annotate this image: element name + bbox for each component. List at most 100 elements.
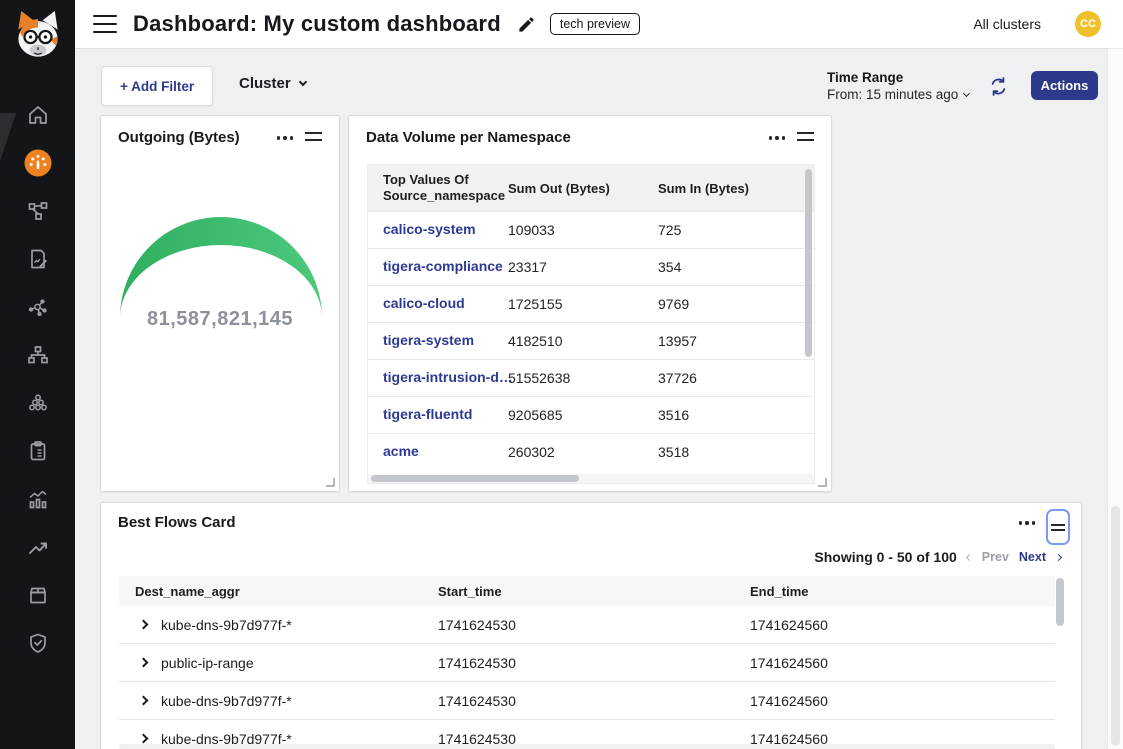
cluster-filter-label: Cluster [239, 75, 291, 92]
column-header: End_time [741, 584, 1055, 599]
table-row-expandable[interactable]: public-ip-range 1741624530 1741624560 [119, 644, 1055, 682]
time-range: Time Range From: 15 minutes ago [827, 70, 969, 102]
expand-chevron-icon[interactable] [139, 696, 149, 706]
namespace-link[interactable]: tigera-fluentd [383, 406, 472, 422]
sidebar-item-image-assurance[interactable] [0, 571, 75, 619]
sum-in-value: 9769 [658, 296, 798, 312]
table-row-expandable[interactable]: kube-dns-9b7d977f-* 1741624530 174162456… [119, 682, 1055, 720]
cluster-filter-dropdown[interactable]: Cluster [239, 75, 306, 92]
start-time: 1741624530 [429, 655, 741, 671]
chevron-left-icon[interactable] [966, 553, 973, 560]
app-root: Dashboard: My custom dashboard tech prev… [0, 0, 1123, 749]
sum-out-value: 4182510 [508, 333, 658, 349]
menu-toggle-button[interactable] [93, 15, 117, 33]
sidebar-item-trends[interactable] [0, 523, 75, 571]
end-time: 1741624560 [741, 617, 1055, 633]
table-header: Dest_name_aggr Start_time End_time [119, 576, 1055, 606]
time-range-value-dropdown[interactable]: From: 15 minutes ago [827, 87, 969, 102]
namespace-link[interactable]: calico-cloud [383, 295, 465, 311]
data-volume-card: Data Volume per Namespace Top Values Of … [348, 115, 832, 492]
best-flows-table: Dest_name_aggr Start_time End_time kube-… [119, 576, 1055, 749]
horizontal-scrollbar[interactable] [119, 744, 1055, 749]
card-drag-handle[interactable] [305, 132, 322, 141]
sidebar-item-networks[interactable] [0, 331, 75, 379]
sidebar-item-flow-metrics[interactable] [0, 475, 75, 523]
chevron-right-icon[interactable] [1055, 553, 1062, 560]
bar-chart-icon [26, 487, 50, 511]
dest-name: public-ip-range [161, 655, 254, 671]
time-range-value: From: 15 minutes ago [827, 87, 958, 102]
best-flows-card: Best Flows Card Showing 0 - 50 of 100 Pr… [100, 502, 1082, 749]
chevron-down-icon [963, 89, 970, 96]
sum-out-value: 23317 [508, 259, 658, 275]
sidebar-item-topology[interactable] [0, 187, 75, 235]
column-header: Sum In (Bytes) [658, 181, 798, 196]
dest-name: kube-dns-9b7d977f-* [161, 693, 292, 709]
cluster-selector[interactable]: All clusters [973, 16, 1041, 32]
next-page-button[interactable]: Next [1019, 550, 1046, 564]
column-header: Start_time [429, 584, 741, 599]
namespace-link[interactable]: acme [383, 443, 419, 459]
gauge-value: 81,587,821,145 [101, 308, 339, 331]
card-drag-handle-focused[interactable] [1046, 509, 1070, 545]
clipboard-icon [26, 439, 50, 463]
shield-check-icon [26, 631, 50, 655]
vertical-scrollbar-thumb[interactable] [805, 169, 812, 357]
sum-out-value: 9205685 [508, 407, 658, 423]
edit-dashboard-button[interactable] [517, 15, 536, 34]
actions-button[interactable]: Actions [1031, 71, 1098, 100]
dest-name: kube-dns-9b7d977f-* [161, 617, 292, 633]
page-scrollbar[interactable] [1107, 48, 1123, 749]
page-title: Dashboard: My custom dashboard [133, 11, 501, 37]
start-time: 1741624530 [429, 617, 741, 633]
sidebar-item-workloads[interactable] [0, 379, 75, 427]
card-title: Data Volume per Namespace [366, 129, 571, 146]
card-drag-handle[interactable] [797, 132, 814, 141]
avatar[interactable]: CC [1075, 11, 1101, 37]
tech-preview-badge: tech preview [550, 13, 640, 35]
card-title: Best Flows Card [118, 514, 236, 531]
sitemap-icon [26, 343, 50, 367]
namespace-link[interactable]: calico-system [383, 221, 476, 237]
prev-page-button[interactable]: Prev [982, 550, 1009, 564]
card-menu-button[interactable] [769, 136, 786, 140]
sidebar-item-service-graph[interactable] [0, 283, 75, 331]
card-menu-button[interactable] [277, 136, 294, 140]
page-scrollbar-thumb[interactable] [1111, 506, 1120, 746]
sum-in-value: 37726 [658, 370, 798, 386]
card-menu-button[interactable] [1019, 521, 1036, 525]
sidebar-item-home[interactable] [0, 91, 75, 139]
sum-out-value: 260302 [508, 444, 658, 460]
refresh-icon [988, 76, 1009, 97]
sum-out-value: 1725155 [508, 296, 658, 312]
topbar: Dashboard: My custom dashboard tech prev… [75, 0, 1123, 48]
sidebar-item-security[interactable] [0, 619, 75, 667]
end-time: 1741624560 [741, 693, 1055, 709]
card-resize-handle[interactable] [818, 478, 827, 487]
data-volume-table: Top Values Of Source_namespace Sum Out (… [367, 164, 815, 484]
topology-icon [26, 199, 50, 223]
add-filter-button[interactable]: + Add Filter [101, 66, 213, 106]
chevron-down-icon [298, 78, 306, 86]
vertical-scrollbar-thumb[interactable] [1056, 578, 1064, 626]
sidebar-item-dashboards[interactable] [0, 139, 75, 187]
pencil-icon [517, 15, 536, 34]
table-row-expandable[interactable]: kube-dns-9b7d977f-* 1741624530 174162456… [119, 606, 1055, 644]
end-time: 1741624560 [741, 655, 1055, 671]
expand-chevron-icon[interactable] [139, 734, 149, 744]
sidebar-item-compliance[interactable] [0, 427, 75, 475]
sum-in-value: 725 [658, 222, 798, 238]
refresh-button[interactable] [988, 76, 1009, 100]
namespace-link[interactable]: tigera-system [383, 332, 474, 348]
horizontal-scrollbar-thumb[interactable] [371, 475, 579, 482]
horizontal-scrollbar [368, 474, 814, 483]
hub-icon [26, 295, 50, 319]
sidebar-item-reports[interactable] [0, 235, 75, 283]
expand-chevron-icon[interactable] [139, 658, 149, 668]
namespace-link[interactable]: tigera-compliance [383, 258, 503, 274]
card-resize-handle[interactable] [326, 478, 335, 487]
gauge-icon [23, 148, 53, 178]
expand-chevron-icon[interactable] [139, 620, 149, 630]
calico-logo[interactable] [10, 8, 66, 71]
namespace-link[interactable]: tigera-intrusion-d… [383, 369, 513, 385]
